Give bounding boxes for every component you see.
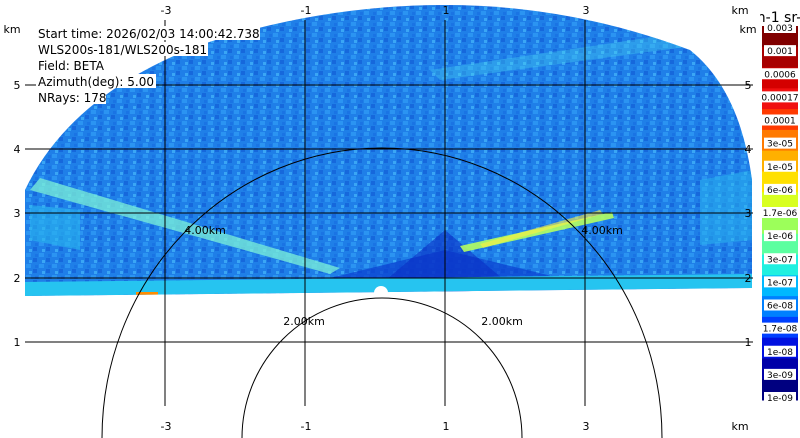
- y-axis-right: km 5 4 3 2 1: [739, 23, 756, 349]
- x-tick-label: 3: [583, 4, 590, 17]
- colorbar-label-bg: [758, 322, 800, 334]
- colorbar-label-bg: [764, 183, 796, 195]
- ring-label-right-outer: 4.00km: [581, 224, 623, 237]
- colorbar-label: 0.0006: [764, 70, 796, 80]
- x-axis-top: -3 -1 1 3 km: [161, 4, 749, 17]
- colorbar-label-bg: [764, 230, 796, 242]
- colorbar-label: 3e-07: [767, 255, 793, 265]
- x-tick-label: 1: [443, 4, 450, 17]
- info-field: Field: BETA: [38, 59, 105, 73]
- colorbar-label: 1.7e-08: [763, 325, 798, 335]
- colorbar-swatch: [762, 213, 798, 235]
- colorbar-label-bg: [758, 91, 800, 103]
- colorbar-labels: 0.003 0.001 0.0006 0.00017 0.0001 3e-05 1e-05 6…: [758, 22, 800, 404]
- grid: [25, 20, 753, 406]
- ring-label-left-inner: 2.00km: [283, 315, 325, 328]
- colorbar-label-bg: [764, 368, 796, 380]
- colorbar-label-bg: [764, 22, 796, 33]
- ring-label-left-outer: 4.00km: [184, 224, 226, 237]
- y-tick-label: 2: [14, 272, 21, 285]
- colorbar-label-bg: [764, 160, 796, 172]
- colorbar-label: 0.0001: [764, 117, 796, 127]
- colorbar-label: 1e-05: [767, 163, 793, 173]
- scan-info-box: Start time: 2026/02/03 14:00:42.738 WLS2…: [36, 26, 260, 105]
- y-tick-label: 1: [745, 336, 752, 349]
- y-tick-label: 5: [14, 79, 21, 92]
- beta-field-scan: [25, 5, 752, 296]
- y-tick-label: 4: [14, 143, 21, 156]
- x-tick-label: 1: [443, 420, 450, 433]
- x-unit-label: km: [731, 420, 748, 433]
- x-tick-label: -3: [161, 4, 172, 17]
- colorbar-label: 3e-05: [767, 140, 793, 150]
- x-tick-label: -3: [161, 420, 172, 433]
- colorbar-label-bg: [761, 68, 799, 80]
- ring-label-right-inner: 2.00km: [481, 315, 523, 328]
- colorbar-title: m-1 sr-1: [752, 10, 800, 26]
- colorbar-label: 1e-07: [767, 278, 793, 288]
- y-tick-label: 3: [745, 207, 752, 220]
- colorbar-label-bg: [764, 45, 796, 57]
- colorbar-label-bg: [764, 137, 796, 149]
- info-start-time: Start time: 2026/02/03 14:00:42.738: [38, 27, 260, 41]
- x-axis-bottom: -3 -1 1 3 km: [161, 420, 749, 433]
- colorbar-label-bg: [764, 299, 796, 311]
- colorbar-label: 1e-06: [767, 232, 793, 242]
- range-ring-labels: 2.00km 2.00km 4.00km 4.00km: [184, 224, 623, 328]
- colorbar-label: 1.7e-06: [763, 209, 798, 219]
- colorbar-label-bg: [764, 276, 796, 288]
- info-nrays: NRays: 178: [38, 91, 107, 105]
- y-tick-label: 3: [14, 207, 21, 220]
- colorbar-label-bg: [764, 253, 796, 265]
- instrument-blank: [374, 286, 388, 300]
- info-azimuth: Azimuth(deg): 5.00: [38, 75, 154, 89]
- colorbar-label: 0.00017: [761, 93, 798, 103]
- range-rings: [101, 147, 663, 438]
- colorbar: m-1 sr-1 0.003 0.001 0.0006 0.00017 0.0001 3e…: [752, 10, 800, 404]
- y-tick-label: 2: [745, 272, 752, 285]
- colorbar-label: 3e-09: [767, 371, 793, 381]
- colorbar-label: 1e-08: [767, 348, 793, 358]
- colorbar-label: 6e-06: [767, 186, 793, 196]
- colorbar-label: 0.003: [767, 24, 793, 34]
- colorbar-label: 1e-09: [767, 394, 793, 404]
- info-instrument: WLS200s-181/WLS200s-181: [38, 43, 207, 57]
- x-tick-label: -1: [301, 420, 312, 433]
- y-unit-label: km: [3, 23, 20, 36]
- y-unit-label: km: [739, 23, 756, 36]
- y-axis-left: km 5 4 3 2 1: [3, 23, 20, 349]
- colorbar-label: 0.001: [767, 47, 793, 57]
- colorbar-label-bg: [764, 392, 796, 403]
- colorbar-label-bg: [764, 345, 796, 357]
- y-tick-label: 4: [745, 143, 752, 156]
- x-unit-label: km: [731, 4, 748, 17]
- y-tick-label: 5: [745, 79, 752, 92]
- y-tick-label: 1: [14, 336, 21, 349]
- x-tick-label: 3: [583, 420, 590, 433]
- colorbar-label: 6e-08: [767, 302, 793, 312]
- colorbar-label-bg: [758, 207, 800, 218]
- x-tick-label: -1: [301, 4, 312, 17]
- colorbar-label-bg: [761, 114, 799, 126]
